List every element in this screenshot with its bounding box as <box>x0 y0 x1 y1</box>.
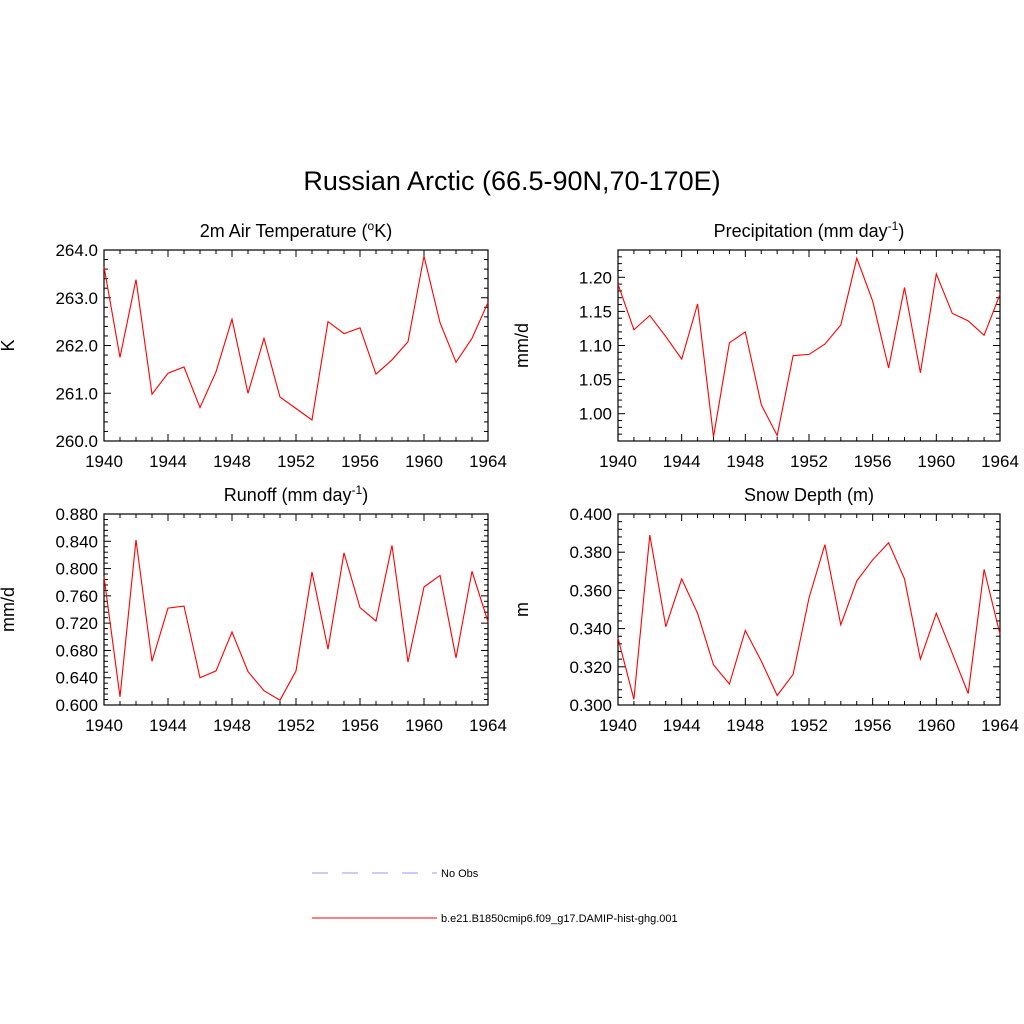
y-tick-label: 263.0 <box>55 289 98 308</box>
y-tick-label: 0.760 <box>55 587 98 606</box>
y-tick-label: 0.320 <box>569 658 612 677</box>
panel-2: Precipitation (mm day-1) mm/d 1940 1944 1948… <box>512 219 1019 471</box>
y-axis-label: mm/d <box>512 323 532 368</box>
y-tick-label: 0.720 <box>55 614 98 633</box>
y-tick-label: 0.640 <box>55 669 98 688</box>
y-axis-label: m <box>512 602 532 617</box>
y-tick-label: 1.10 <box>579 337 612 356</box>
y-tick-label: 0.600 <box>55 696 98 715</box>
x-tick-label: 1952 <box>790 452 828 471</box>
x-tick-label: 1956 <box>854 452 892 471</box>
y-tick-label: 0.380 <box>569 543 612 562</box>
y-tick-label: 0.800 <box>55 560 98 579</box>
x-tick-label: 1956 <box>341 716 379 735</box>
y-tick-label: 0.360 <box>569 581 612 600</box>
y-tick-label: 0.880 <box>55 505 98 524</box>
y-tick-label: 264.0 <box>55 241 98 260</box>
legend-label-obs: No Obs <box>441 868 479 880</box>
x-tick-label: 1940 <box>599 452 637 471</box>
legend-label-model: b.e21.B1850cmip6.f09_g17.DAMIP-hist-ghg.… <box>441 913 678 925</box>
series-line <box>617 534 1001 700</box>
y-tick-label: 1.00 <box>579 405 612 424</box>
y-tick-label: 0.300 <box>569 696 612 715</box>
x-tick-label: 1964 <box>981 716 1019 735</box>
x-tick-label: 1940 <box>85 452 123 471</box>
x-tick-label: 1948 <box>726 452 764 471</box>
x-tick-label: 1960 <box>405 716 443 735</box>
panel-title: Runoff (mm day-1) <box>224 483 368 505</box>
x-tick-label: 1944 <box>663 452 701 471</box>
y-tick-label: 262.0 <box>55 337 98 356</box>
x-tick-label: 1948 <box>726 716 764 735</box>
x-tick-label: 1948 <box>213 716 251 735</box>
y-tick-label: 0.340 <box>569 620 612 639</box>
x-tick-label: 1944 <box>149 716 187 735</box>
y-axis-label: K <box>0 339 18 351</box>
plot-frame <box>103 513 489 706</box>
x-tick-label: 1940 <box>599 716 637 735</box>
x-tick-label: 1956 <box>341 452 379 471</box>
plot-frame <box>617 249 1001 442</box>
panel-4: Snow Depth (m) m 1940 1944 1948 1952 1956 1960 1… <box>512 485 1019 735</box>
y-tick-label: 1.05 <box>579 371 612 390</box>
y-tick-label: 0.680 <box>55 641 98 660</box>
x-tick-label: 1964 <box>981 452 1019 471</box>
x-tick-label: 1948 <box>213 452 251 471</box>
series-line <box>617 256 1001 438</box>
legend: No Obs b.e21.B1850cmip6.f09_g17.DAMIP-his… <box>312 868 678 925</box>
x-tick-label: 1956 <box>854 716 892 735</box>
x-tick-label: 1944 <box>663 716 701 735</box>
figure-title: Russian Arctic (66.5-90N,70-170E) <box>303 166 721 196</box>
x-tick-label: 1944 <box>149 452 187 471</box>
y-tick-label: 0.400 <box>569 505 612 524</box>
panel-title: Snow Depth (m) <box>744 485 874 505</box>
x-tick-label: 1960 <box>917 716 955 735</box>
y-tick-label: 0.840 <box>55 532 98 551</box>
panel-title: 2m Air Temperature (oK) <box>200 219 392 241</box>
plot-frame <box>617 513 1001 706</box>
x-tick-label: 1960 <box>917 452 955 471</box>
y-tick-label: 1.15 <box>579 302 612 321</box>
y-tick-label: 1.20 <box>579 268 612 287</box>
y-tick-label: 260.0 <box>55 432 98 451</box>
x-tick-label: 1964 <box>469 716 507 735</box>
x-tick-label: 1952 <box>277 452 315 471</box>
series-line <box>103 256 489 421</box>
x-tick-label: 1940 <box>85 716 123 735</box>
y-tick-label: 261.0 <box>55 384 98 403</box>
x-tick-label: 1952 <box>790 716 828 735</box>
plot-frame <box>103 249 489 442</box>
x-tick-label: 1952 <box>277 716 315 735</box>
panel-title: Precipitation (mm day-1) <box>714 219 905 241</box>
y-axis-label: mm/d <box>0 587 18 632</box>
series-line <box>103 539 489 701</box>
x-tick-label: 1964 <box>469 452 507 471</box>
panel-3: Runoff (mm day-1) mm/d 1940 1944 1948 1952 195… <box>0 483 507 735</box>
panel-1: 2m Air Temperature (oK) K 1940 1944 1948 1952… <box>0 219 507 471</box>
x-tick-label: 1960 <box>405 452 443 471</box>
